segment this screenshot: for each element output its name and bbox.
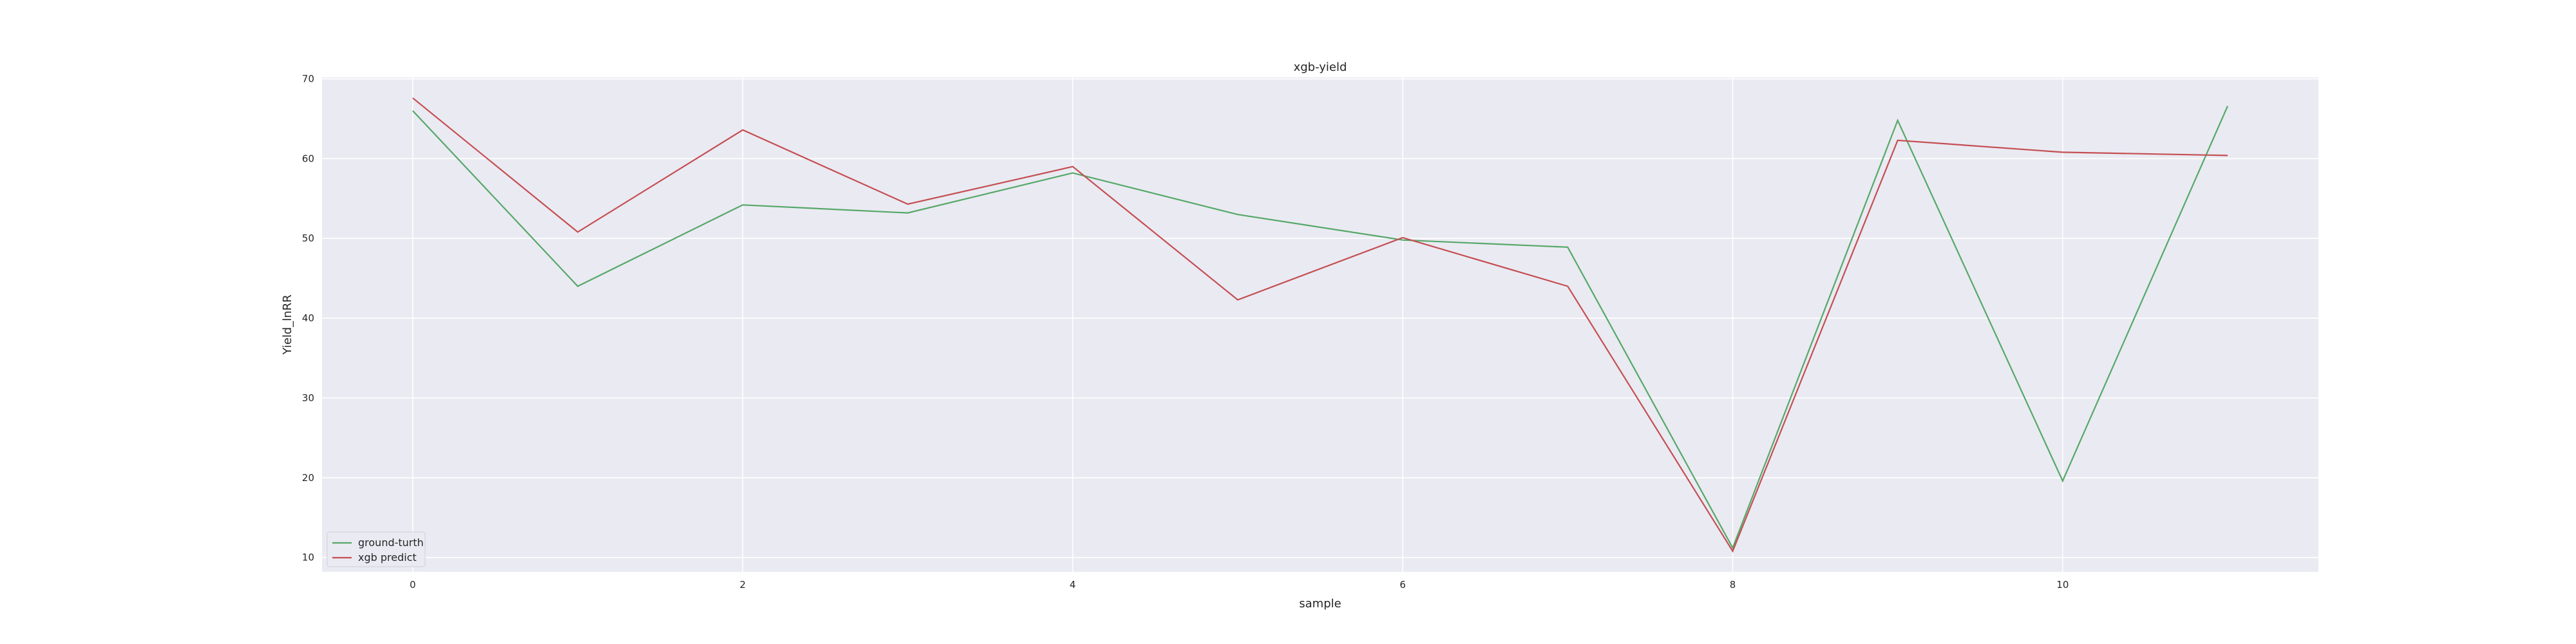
x-tick-label: 2 — [740, 579, 746, 591]
x-tick-label: 4 — [1070, 579, 1076, 591]
legend: ground-turth xgb predict — [327, 531, 426, 567]
chart-title: xgb-yield — [1294, 61, 1347, 74]
plot-background — [322, 77, 2318, 572]
series-line-xgb-predict — [412, 97, 2228, 553]
series-line-ground-turth — [412, 106, 2229, 550]
x-tick-label: 6 — [1399, 579, 1406, 591]
y-tick-label: 60 — [302, 153, 314, 164]
y-axis-label: Yield_lnRR — [281, 294, 294, 355]
series-layer — [412, 97, 2229, 553]
tick-labels: 0 2 4 6 8 10 10 20 30 40 50 60 70 — [302, 73, 2069, 591]
legend-label-xgb-predict: xgb predict — [358, 551, 417, 564]
y-tick-label: 10 — [302, 552, 314, 564]
y-tick-label: 20 — [302, 472, 314, 484]
y-tick-label: 70 — [302, 73, 314, 84]
y-tick-label: 40 — [302, 312, 314, 324]
legend-label-ground-turth: ground-turth — [358, 536, 424, 549]
y-tick-label: 50 — [302, 232, 314, 244]
y-tick-label: 30 — [302, 392, 314, 404]
x-tick-label: 0 — [410, 579, 416, 591]
grid — [322, 77, 2318, 572]
x-axis-label: sample — [1299, 597, 1341, 611]
x-tick-label: 8 — [1730, 579, 1736, 591]
x-tick-label: 10 — [2056, 579, 2069, 591]
